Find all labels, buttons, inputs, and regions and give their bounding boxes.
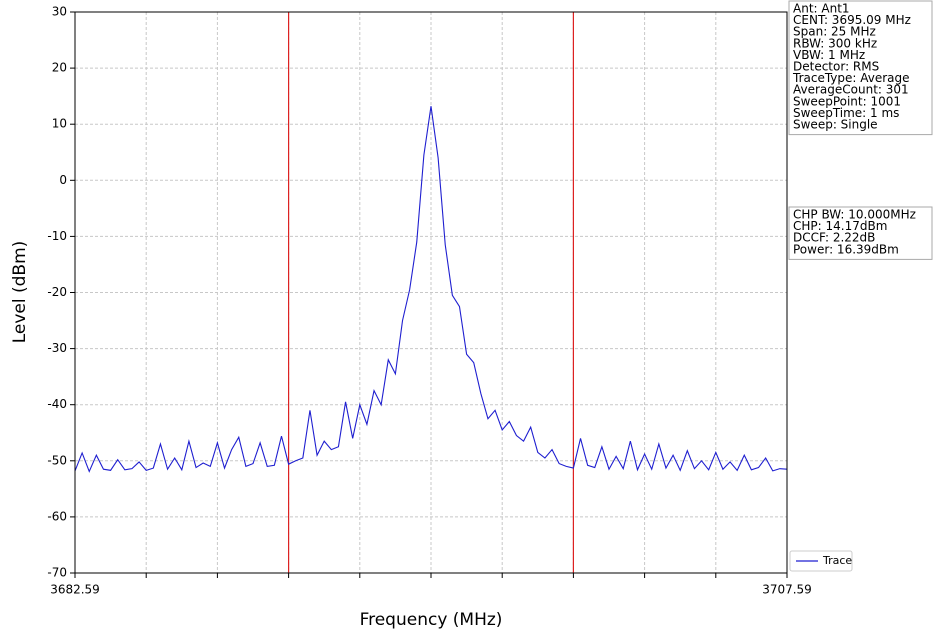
info-box bbox=[788, 0, 933, 136]
info-line: Ant: Ant1 bbox=[793, 2, 850, 16]
info-line: SweepPoint: 1001 bbox=[793, 94, 901, 108]
info-line: AverageCount: 301 bbox=[793, 83, 909, 97]
y-tick-label: -40 bbox=[47, 397, 67, 411]
plot-frame bbox=[74, 11, 788, 574]
info-line: RBW: 300 kHz bbox=[793, 36, 877, 50]
y-tick-label: 0 bbox=[59, 173, 67, 187]
y-tick-label: 10 bbox=[52, 117, 67, 131]
trace-line bbox=[74, 106, 788, 473]
measurement-line: CHP: 14.17dBm bbox=[793, 219, 887, 233]
y-tick-label: 30 bbox=[52, 5, 67, 19]
info-line: Sweep: Single bbox=[793, 118, 878, 132]
info-line: VBW: 1 MHz bbox=[793, 48, 865, 62]
y-tick-label: -10 bbox=[47, 229, 67, 243]
measurement-box bbox=[788, 206, 933, 260]
info-line: SweepTime: 1 ms bbox=[793, 106, 899, 120]
y-tick-label: -60 bbox=[47, 509, 67, 523]
measurement-line: CHP BW: 10.000MHz bbox=[793, 208, 916, 222]
info-line: Detector: RMS bbox=[793, 60, 879, 74]
y-tick-label: -20 bbox=[47, 285, 67, 299]
info-line: TraceType: Average bbox=[792, 71, 910, 85]
measurement-line: Power: 16.39dBm bbox=[793, 242, 899, 256]
legend-box bbox=[789, 550, 853, 572]
info-line: Span: 25 MHz bbox=[793, 25, 876, 39]
y-tick-label: -30 bbox=[47, 341, 67, 355]
info-line: CENT: 3695.09 MHz bbox=[793, 13, 911, 27]
y-tick-label: 20 bbox=[52, 61, 67, 75]
measurement-line: DCCF: 2.22dB bbox=[793, 231, 875, 245]
y-axis-label: Level (dBm) bbox=[10, 241, 30, 344]
y-tick-label: -50 bbox=[47, 453, 67, 467]
y-tick-label: -70 bbox=[47, 566, 67, 580]
x-tick-label: 3707.59 bbox=[762, 583, 812, 597]
x-axis-label: Frequency (MHz) bbox=[360, 610, 503, 630]
legend-label: Trace bbox=[822, 554, 852, 567]
x-tick-label: 3682.59 bbox=[50, 583, 100, 597]
